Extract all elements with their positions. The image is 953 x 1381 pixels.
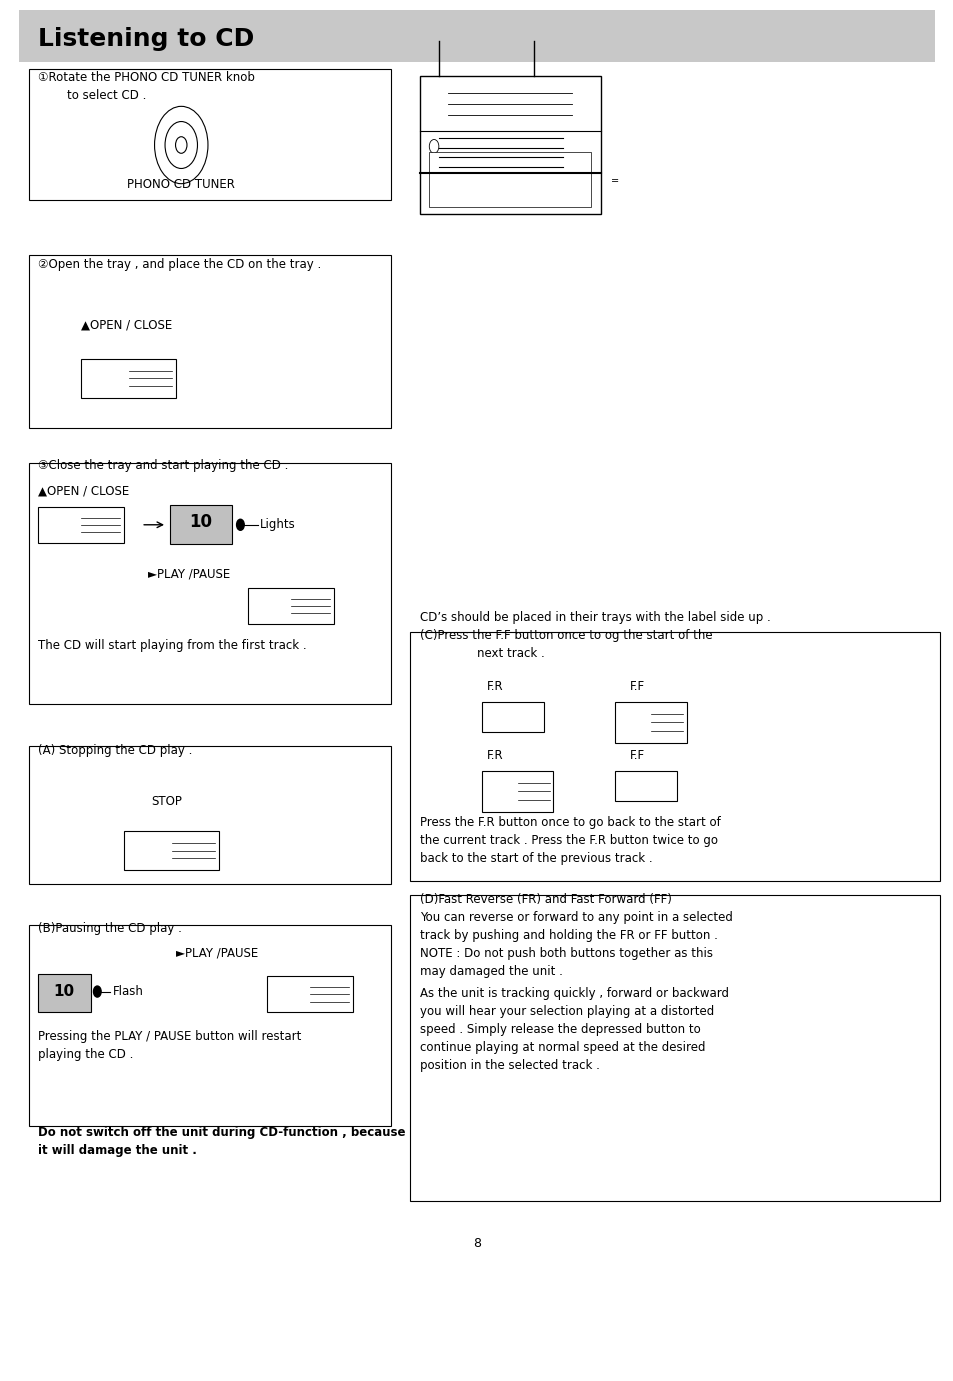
Bar <box>481 771 553 812</box>
Text: 10: 10 <box>53 985 74 998</box>
Text: 8: 8 <box>473 1237 480 1250</box>
Text: ▲OPEN / CLOSE: ▲OPEN / CLOSE <box>81 319 172 331</box>
Bar <box>29 255 391 428</box>
Text: you will hear your selection playing at a distorted: you will hear your selection playing at … <box>419 1005 713 1018</box>
Text: position in the selected track .: position in the selected track . <box>419 1059 599 1072</box>
Bar <box>81 359 176 398</box>
Text: F.F: F.F <box>629 750 644 762</box>
Text: Lights: Lights <box>259 518 294 532</box>
Text: Press the F.R button once to go back to the start of: Press the F.R button once to go back to … <box>419 816 720 829</box>
Bar <box>38 507 124 543</box>
Text: continue playing at normal speed at the desired: continue playing at normal speed at the … <box>419 1041 704 1054</box>
Text: back to the start of the previous track .: back to the start of the previous track … <box>419 852 652 865</box>
Text: =: = <box>610 175 618 185</box>
Text: ▲OPEN / CLOSE: ▲OPEN / CLOSE <box>38 485 130 497</box>
Text: may damaged the unit .: may damaged the unit . <box>419 965 562 978</box>
Text: (B)Pausing the CD play .: (B)Pausing the CD play . <box>38 923 182 935</box>
Text: As the unit is tracking quickly , forward or backward: As the unit is tracking quickly , forwar… <box>419 987 728 1000</box>
Text: ③Close the tray and start playing the CD .: ③Close the tray and start playing the CD… <box>38 460 288 472</box>
Text: it will damage the unit .: it will damage the unit . <box>38 1145 197 1157</box>
Bar <box>29 746 391 884</box>
Text: CD’s should be placed in their trays with the label side up .: CD’s should be placed in their trays wit… <box>419 612 770 624</box>
Bar <box>615 702 686 743</box>
Text: Do not switch off the unit during CD-function , because: Do not switch off the unit during CD-fun… <box>38 1127 405 1139</box>
Text: STOP: STOP <box>152 795 182 808</box>
Text: 10: 10 <box>189 512 212 532</box>
Bar <box>615 771 677 801</box>
Text: (C)Press the F.F button once to og the start of the: (C)Press the F.F button once to og the s… <box>419 630 712 642</box>
Text: next track .: next track . <box>476 648 544 660</box>
Text: Listening to CD: Listening to CD <box>38 26 254 51</box>
Text: (A) Stopping the CD play .: (A) Stopping the CD play . <box>38 744 193 757</box>
Text: ►PLAY /PAUSE: ►PLAY /PAUSE <box>176 947 258 960</box>
Text: ②Open the tray , and place the CD on the tray .: ②Open the tray , and place the CD on the… <box>38 258 321 271</box>
Text: F.R: F.R <box>486 750 502 762</box>
Text: ①Rotate the PHONO CD TUNER knob: ①Rotate the PHONO CD TUNER knob <box>38 72 254 84</box>
Bar <box>481 702 543 732</box>
Bar <box>410 632 939 881</box>
Bar <box>410 895 939 1201</box>
Text: (D)Fast Reverse (FR) and Fast Forward (FF): (D)Fast Reverse (FR) and Fast Forward (F… <box>419 894 671 906</box>
Bar <box>124 831 219 870</box>
Text: playing the CD .: playing the CD . <box>38 1048 133 1061</box>
Text: speed . Simply release the depressed button to: speed . Simply release the depressed but… <box>419 1023 700 1036</box>
Bar <box>29 69 391 200</box>
Text: track by pushing and holding the FR or FF button .: track by pushing and holding the FR or F… <box>419 929 717 942</box>
Text: You can reverse or forward to any point in a selected: You can reverse or forward to any point … <box>419 911 732 924</box>
Bar <box>19 10 934 62</box>
Bar <box>248 588 334 624</box>
Text: Flash: Flash <box>112 985 143 998</box>
Text: PHONO CD TUNER: PHONO CD TUNER <box>127 178 235 191</box>
Text: Pressing the PLAY / PAUSE button will restart: Pressing the PLAY / PAUSE button will re… <box>38 1030 301 1043</box>
Bar <box>38 974 91 1012</box>
Bar <box>170 505 232 544</box>
Bar <box>29 925 391 1126</box>
Bar <box>29 463 391 704</box>
Text: F.R: F.R <box>486 681 502 693</box>
Circle shape <box>236 519 244 530</box>
Bar <box>429 152 591 207</box>
Text: ►PLAY /PAUSE: ►PLAY /PAUSE <box>148 568 230 580</box>
Circle shape <box>93 986 101 997</box>
Text: to select CD .: to select CD . <box>67 90 146 102</box>
Text: NOTE : Do not push both buttons together as this: NOTE : Do not push both buttons together… <box>419 947 712 960</box>
Text: the current track . Press the F.R button twice to go: the current track . Press the F.R button… <box>419 834 717 847</box>
Bar <box>419 76 600 214</box>
Bar <box>267 976 353 1012</box>
Text: The CD will start playing from the first track .: The CD will start playing from the first… <box>38 639 307 652</box>
Text: F.F: F.F <box>629 681 644 693</box>
